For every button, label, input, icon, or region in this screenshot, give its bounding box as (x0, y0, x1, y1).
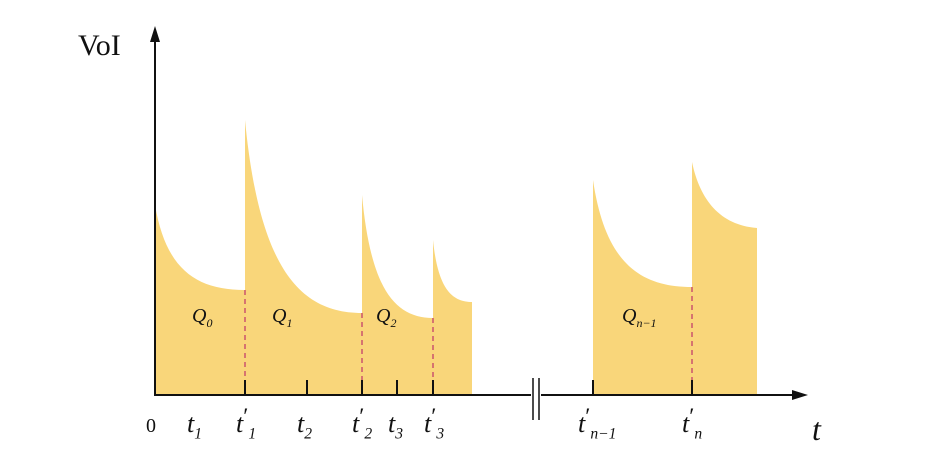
region-label: Q2 (376, 305, 396, 330)
subscript: n−1 (636, 316, 656, 330)
symbol: t (682, 409, 690, 438)
symbol: t (424, 409, 432, 438)
region-label: Q0 (192, 305, 212, 330)
tick-label: t2 (297, 409, 312, 443)
x-axis-arrow (792, 390, 808, 400)
prime: ′ (359, 404, 364, 430)
voi-area (692, 162, 757, 395)
labels: t1 t′1 t2 t′2 t3 t′3 t′n−1 t′nQ0 Q1 Q2 Qn−1 (187, 305, 702, 443)
symbol: t (388, 409, 396, 438)
subscript: 1 (286, 316, 292, 330)
symbol: t (236, 409, 244, 438)
voi-area (245, 120, 362, 395)
voi-area (155, 205, 245, 395)
voi-area (593, 180, 692, 395)
symbol: Q (376, 305, 391, 327)
region-label: Qn−1 (622, 305, 657, 330)
tick-label: t′3 (424, 404, 444, 442)
subscript: 0 (206, 316, 212, 330)
symbol: t (187, 409, 195, 438)
symbol: t (352, 409, 360, 438)
y-axis-arrow (150, 26, 160, 42)
symbol: Q (622, 305, 637, 327)
subscript: 1 (194, 426, 202, 443)
tick-label: t3 (388, 409, 403, 443)
tick-label: t′2 (352, 404, 372, 442)
symbol: Q (192, 305, 207, 327)
y-axis-label: VoI (78, 29, 121, 62)
symbol: t (297, 409, 305, 438)
subscript: 3 (394, 426, 403, 443)
subscript: n (694, 426, 702, 443)
tick-marks (244, 380, 693, 395)
symbol: t (578, 409, 586, 438)
subscript: 3 (435, 426, 444, 443)
prime: ′ (431, 404, 436, 430)
prime: ′ (585, 404, 590, 430)
symbol: Q (272, 305, 287, 327)
prime: ′ (689, 404, 694, 430)
region-label: Q1 (272, 305, 292, 330)
voi-areas (155, 120, 757, 395)
subscript: 1 (248, 426, 256, 443)
origin-label: 0 (146, 415, 156, 437)
subscript: 2 (364, 426, 372, 443)
tick-label: t′n (682, 404, 702, 442)
tick-label: t′n−1 (578, 404, 616, 442)
tick-label: t1 (187, 409, 202, 443)
tick-label: t′1 (236, 404, 256, 442)
subscript: 2 (304, 426, 312, 443)
x-axis-label: t (812, 411, 822, 447)
voi-area (362, 195, 433, 395)
subscript: n−1 (590, 426, 616, 443)
subscript: 2 (390, 316, 396, 330)
voi-area (433, 240, 472, 395)
prime: ′ (243, 404, 248, 430)
